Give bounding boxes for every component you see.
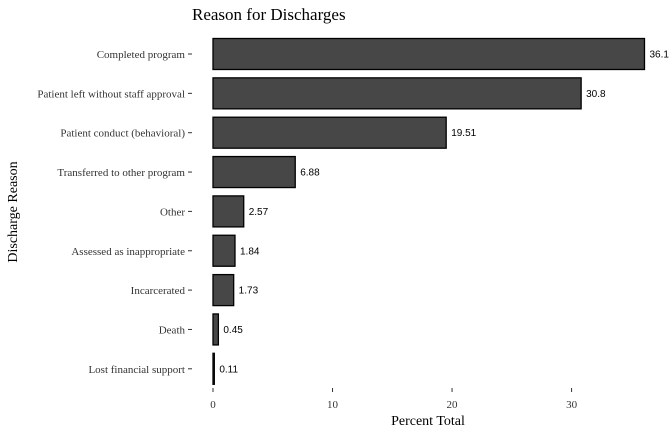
x-axis: 0 10 20 30 [210, 388, 578, 411]
value-labels-group: 36.1 30.8 19.51 6.88 2.57 1.84 1.73 0.45 0.11 [219, 50, 669, 376]
bar [212, 313, 220, 346]
bar [212, 155, 296, 189]
y-axis-label: Discharge Reason [6, 161, 21, 262]
bar-value-label: 30.8 [586, 89, 606, 100]
bar [212, 352, 215, 385]
bar [212, 77, 582, 110]
bar-value-label: 1.73 [239, 286, 259, 297]
bar-value-label: 1.84 [240, 246, 260, 257]
bar-value-label: 2.57 [249, 207, 269, 218]
bar-value-label: 6.88 [300, 168, 320, 179]
bar [212, 234, 236, 267]
x-tick-label: 20 [447, 399, 459, 411]
bar [212, 273, 235, 307]
y-tick-label: Lost financial support [88, 364, 185, 376]
y-tick-label: Assessed as inappropriate [71, 246, 185, 258]
y-tick-label: Other [160, 206, 185, 218]
bar-value-label: 0.11 [219, 364, 238, 375]
chart-title: Reason for Discharges [192, 5, 346, 24]
bar-value-label: 19.51 [451, 128, 476, 139]
x-axis-label: Percent Total [391, 414, 465, 429]
bar [212, 37, 646, 71]
y-tick-label: Patient conduct (behavioral) [60, 128, 185, 140]
bar-value-label: 36.1 [649, 50, 669, 61]
bar-value-label: 0.45 [223, 325, 243, 336]
x-tick-label: 10 [327, 399, 339, 411]
y-tick-label: Incarcerated [131, 285, 186, 297]
y-tick-label: Patient left without staff approval [37, 88, 185, 100]
bar [212, 116, 447, 149]
y-axis: Completed program Patient left without st… [37, 49, 192, 376]
y-tick-label: Transferred to other program [57, 167, 185, 179]
bar [212, 195, 245, 228]
x-tick-label: 0 [210, 399, 216, 411]
x-tick-label: 30 [566, 399, 578, 411]
bars-group [212, 37, 646, 385]
y-tick-label: Death [159, 324, 186, 336]
y-tick-label: Completed program [97, 49, 186, 61]
